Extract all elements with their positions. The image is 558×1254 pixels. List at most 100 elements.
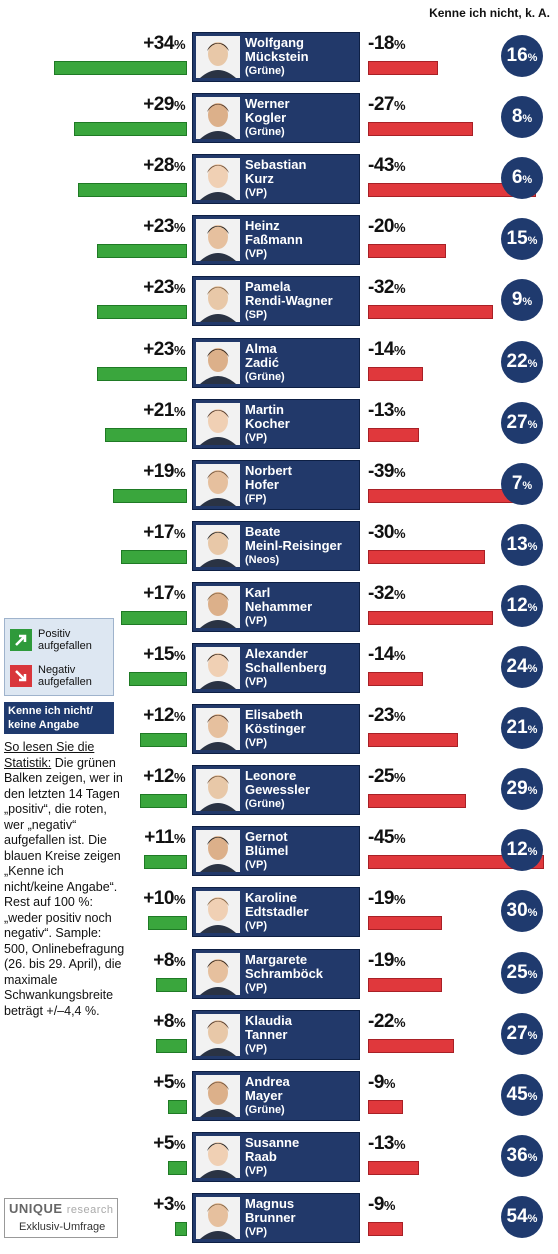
unknown-circle: 8% xyxy=(501,96,543,138)
percent-sign: % xyxy=(173,648,186,663)
unknown-circle: 16% xyxy=(501,35,543,77)
politician-party: (Grüne) xyxy=(245,798,285,810)
politician-party: (Grüne) xyxy=(245,126,285,138)
percent-sign: % xyxy=(383,1076,396,1091)
unknown-circle: 21% xyxy=(501,707,543,749)
positive-value: +19% xyxy=(143,461,185,482)
chart-row: +17% Beate Meinl-Reisinger (Neos) -30% 13% xyxy=(0,519,558,579)
percent-sign: % xyxy=(173,1198,186,1213)
positive-bar xyxy=(140,733,187,747)
negative-bar xyxy=(368,855,544,869)
chart-row: +21% Martin Kocher (VP) -13% 27% xyxy=(0,397,558,457)
negative-bar xyxy=(368,672,423,686)
negative-value: -23% xyxy=(368,705,406,726)
negative-bar xyxy=(368,978,443,992)
positive-bar xyxy=(77,183,187,197)
portrait-icon xyxy=(196,219,240,261)
negative-bar xyxy=(368,305,493,319)
unknown-circle: 27% xyxy=(501,1013,543,1055)
chart-row: +23% Heinz Faßmann (VP) -20% 15% xyxy=(0,213,558,273)
politician-name: Martin Kocher (VP) xyxy=(245,403,359,445)
chart-row: +23% Alma Zadić (Grüne) -14% 22% xyxy=(0,336,558,396)
source-note: Exklusiv-Umfrage xyxy=(19,1221,106,1233)
politician-nameplate: Wolfgang Mückstein (Grüne) xyxy=(192,32,360,82)
unknown-circle: 29% xyxy=(501,768,543,810)
chart-row: +19% Norbert Hofer (FP) -39% 7% xyxy=(0,458,558,518)
negative-bar xyxy=(368,794,466,808)
unknown-circle: 27% xyxy=(501,402,543,444)
portrait-icon xyxy=(196,1197,240,1239)
portrait-icon xyxy=(196,708,240,750)
politician-party: (VP) xyxy=(245,920,267,932)
politician-party: (Grüne) xyxy=(245,1104,285,1116)
negative-value: -14% xyxy=(368,644,406,665)
portrait-icon xyxy=(196,830,240,872)
politician-name: Karoline Edtstadler (VP) xyxy=(245,891,359,933)
politician-nameplate: Elisabeth Köstinger (VP) xyxy=(192,704,360,754)
positive-bar xyxy=(120,611,187,625)
positive-value: +5% xyxy=(153,1133,185,1154)
percent-sign: % xyxy=(173,831,186,846)
percent-sign: % xyxy=(173,954,186,969)
politician-nameplate: Karoline Edtstadler (VP) xyxy=(192,887,360,937)
negative-bar xyxy=(368,1161,419,1175)
politician-nameplate: Norbert Hofer (FP) xyxy=(192,460,360,510)
politician-party: (VP) xyxy=(245,676,267,688)
politician-name: Klaudia Tanner (VP) xyxy=(245,1014,359,1056)
negative-bar xyxy=(368,61,439,75)
negative-value: -27% xyxy=(368,94,406,115)
percent-sign: % xyxy=(173,404,186,419)
politician-party: (Grüne) xyxy=(245,65,285,77)
negative-value: -9% xyxy=(368,1072,396,1093)
politician-name: Gernot Blümel (VP) xyxy=(245,830,359,872)
politician-name: Alexander Schallenberg (VP) xyxy=(245,647,359,689)
politician-name: Beate Meinl-Reisinger (Neos) xyxy=(245,525,359,567)
politician-party: (SP) xyxy=(245,309,267,321)
percent-sign: % xyxy=(527,1091,538,1103)
unknown-circle: 13% xyxy=(501,524,543,566)
percent-sign: % xyxy=(173,1015,186,1030)
negative-value: -19% xyxy=(368,950,406,971)
unknown-circle: 6% xyxy=(501,157,543,199)
percent-sign: % xyxy=(527,1152,538,1164)
chart-row: +12% Elisabeth Köstinger (VP) -23% 21% xyxy=(0,702,558,762)
percent-sign: % xyxy=(522,113,533,125)
percent-sign: % xyxy=(383,1198,396,1213)
legend-item-positive: Positiv aufgefallen xyxy=(10,625,110,655)
politician-nameplate: Pamela Rendi-Wagner (SP) xyxy=(192,276,360,326)
politician-nameplate: Sebastian Kurz (VP) xyxy=(192,154,360,204)
unknown-circle: 45% xyxy=(501,1074,543,1116)
positive-bar xyxy=(175,1222,187,1236)
percent-sign: % xyxy=(527,846,538,858)
legend-label-unknown: Kenne ich nicht/ keine Angabe xyxy=(4,702,114,734)
percent-sign: % xyxy=(393,465,406,480)
arrow-down-right-icon xyxy=(10,665,32,687)
politician-name: Magnus Brunner (VP) xyxy=(245,1197,359,1239)
negative-bar xyxy=(368,1039,454,1053)
portrait-icon xyxy=(196,1075,240,1117)
negative-bar xyxy=(368,550,485,564)
positive-bar xyxy=(144,855,187,869)
chart-row: +15% Alexander Schallenberg (VP) -14% 24% xyxy=(0,641,558,701)
percent-sign: % xyxy=(527,663,538,675)
how-to-read-title: So lesen Sie die Statistik: xyxy=(4,740,95,770)
positive-value: +17% xyxy=(143,583,186,604)
source-logo: UNIQUE research xyxy=(9,1201,114,1216)
politician-nameplate: Alma Zadić (Grüne) xyxy=(192,338,360,388)
negative-bar xyxy=(368,1100,404,1114)
negative-value: -30% xyxy=(368,522,406,543)
percent-sign: % xyxy=(173,709,186,724)
politician-name: Andrea Mayer (Grüne) xyxy=(245,1075,359,1117)
portrait-icon xyxy=(196,525,240,567)
percent-sign: % xyxy=(393,526,406,541)
percent-sign: % xyxy=(173,587,186,602)
politician-nameplate: Gernot Blümel (VP) xyxy=(192,826,360,876)
negative-bar xyxy=(368,244,446,258)
politician-nameplate: Margarete Schramböck (VP) xyxy=(192,949,360,999)
politician-name: Werner Kogler (Grüne) xyxy=(245,97,359,139)
negative-value: -22% xyxy=(368,1011,406,1032)
positive-value: +34% xyxy=(143,33,185,54)
negative-value: -25% xyxy=(368,766,406,787)
positive-bar xyxy=(112,489,187,503)
positive-bar xyxy=(97,305,187,319)
